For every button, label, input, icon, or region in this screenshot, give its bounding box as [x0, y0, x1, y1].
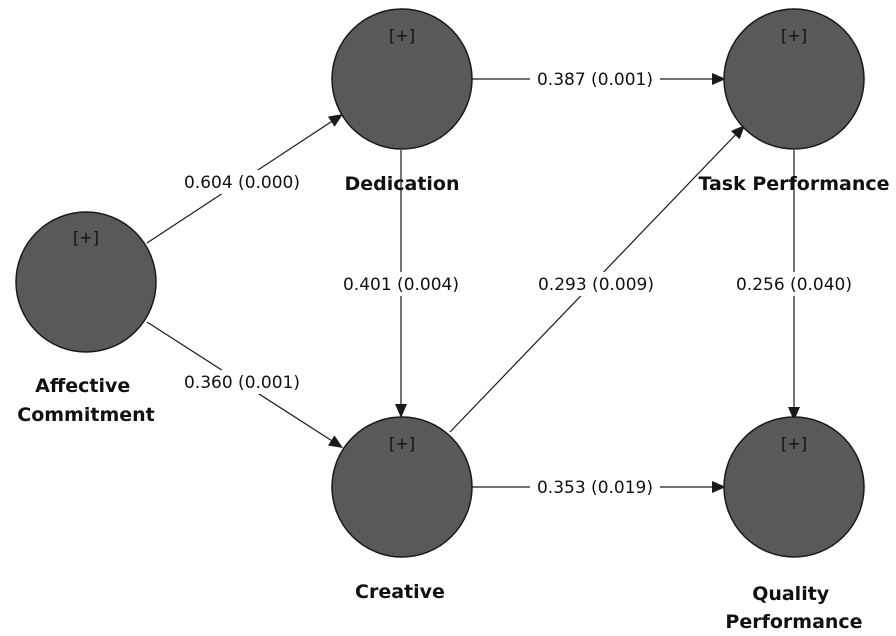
expand-toggle[interactable]: [+]: [781, 26, 807, 45]
edge-lines: [146, 78, 795, 488]
edge-label-affective-dedication: 0.604 (0.000): [184, 173, 300, 193]
node-label: Task Performance: [698, 173, 889, 195]
arrowhead-task-from-creative: [730, 125, 745, 140]
node-task-performance[interactable]: [+] Task Performance: [698, 8, 890, 195]
arrowhead-dedication: [328, 114, 343, 127]
arrowhead-creative-from-affective: [327, 435, 343, 448]
node-circle[interactable]: [723, 416, 865, 558]
edge-arrowheads: [327, 73, 800, 493]
arrowhead-quality-from-task: [788, 407, 800, 421]
arrowhead-creative-from-dedication: [395, 404, 407, 418]
node-label: Dedication: [344, 173, 459, 195]
expand-toggle[interactable]: [+]: [73, 228, 99, 247]
node-creative[interactable]: [+] Creative: [331, 416, 473, 603]
edge-label-dedication-creative: 0.401 (0.004): [343, 275, 459, 295]
edge-labels: 0.604 (0.000) 0.360 (0.001) 0.401 (0.004…: [177, 67, 859, 499]
node-label: Quality Performance: [725, 583, 862, 633]
node-label: Affective Commitment: [17, 375, 154, 426]
node-circle[interactable]: [723, 8, 865, 150]
edge-label-task-quality: 0.256 (0.040): [736, 275, 852, 295]
node-circle[interactable]: [331, 8, 473, 150]
node-circle[interactable]: [331, 416, 473, 558]
node-dedication[interactable]: [+] Dedication: [331, 8, 473, 195]
edge-label-creative-task: 0.293 (0.009): [538, 275, 654, 295]
node-quality-performance[interactable]: [+] Quality Performance: [723, 416, 865, 633]
expand-toggle[interactable]: [+]: [389, 434, 415, 453]
edge-label-affective-creative: 0.360 (0.001): [184, 373, 300, 393]
node-affective-commitment[interactable]: [+] Affective Commitment: [15, 211, 157, 426]
node-label: Creative: [355, 581, 445, 603]
expand-toggle[interactable]: [+]: [781, 434, 807, 453]
expand-toggle[interactable]: [+]: [389, 26, 415, 45]
arrowhead-task-from-dedication: [712, 73, 726, 85]
edge-label-creative-quality: 0.353 (0.019): [537, 478, 653, 498]
node-circle[interactable]: [15, 211, 157, 353]
arrowhead-quality-from-creative: [712, 481, 726, 493]
edge-label-dedication-task: 0.387 (0.001): [537, 70, 653, 90]
